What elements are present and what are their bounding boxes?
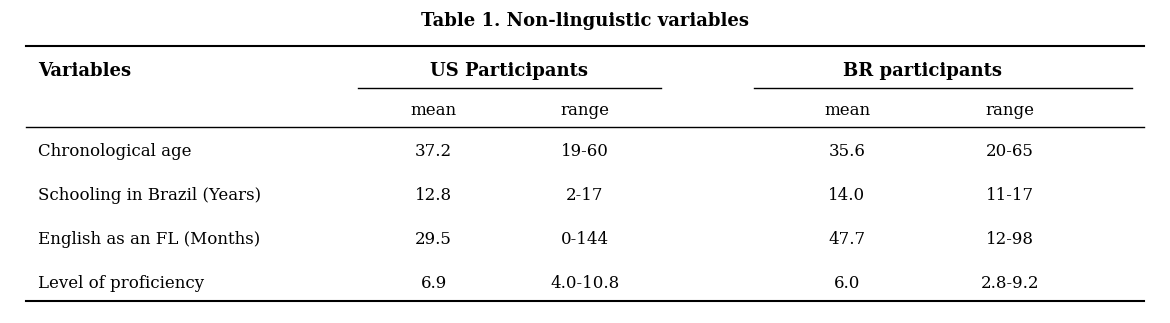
Text: 19-60: 19-60: [562, 143, 608, 161]
Text: 29.5: 29.5: [415, 231, 452, 248]
Text: Schooling in Brazil (Years): Schooling in Brazil (Years): [37, 187, 261, 204]
Text: US Participants: US Participants: [431, 62, 589, 80]
Text: 2-17: 2-17: [566, 187, 604, 204]
Text: 11-17: 11-17: [986, 187, 1034, 204]
Text: 37.2: 37.2: [415, 143, 452, 161]
Text: Level of proficiency: Level of proficiency: [37, 275, 204, 292]
Text: 14.0: 14.0: [828, 187, 866, 204]
Text: 0-144: 0-144: [560, 231, 610, 248]
Text: English as an FL (Months): English as an FL (Months): [37, 231, 260, 248]
Text: 4.0-10.8: 4.0-10.8: [550, 275, 620, 292]
Text: Chronological age: Chronological age: [37, 143, 191, 161]
Text: mean: mean: [411, 102, 456, 119]
Text: 47.7: 47.7: [828, 231, 866, 248]
Text: 6.9: 6.9: [420, 275, 447, 292]
Text: range: range: [560, 102, 610, 119]
Text: mean: mean: [824, 102, 870, 119]
Text: BR participants: BR participants: [844, 62, 1003, 80]
Text: 12.8: 12.8: [415, 187, 452, 204]
Text: Variables: Variables: [37, 62, 131, 80]
Text: 20-65: 20-65: [986, 143, 1034, 161]
Text: 2.8-9.2: 2.8-9.2: [980, 275, 1039, 292]
Text: range: range: [985, 102, 1034, 119]
Text: 35.6: 35.6: [828, 143, 866, 161]
Text: 6.0: 6.0: [834, 275, 860, 292]
Text: 12-98: 12-98: [986, 231, 1034, 248]
Text: Table 1. Non-linguistic variables: Table 1. Non-linguistic variables: [421, 12, 749, 30]
